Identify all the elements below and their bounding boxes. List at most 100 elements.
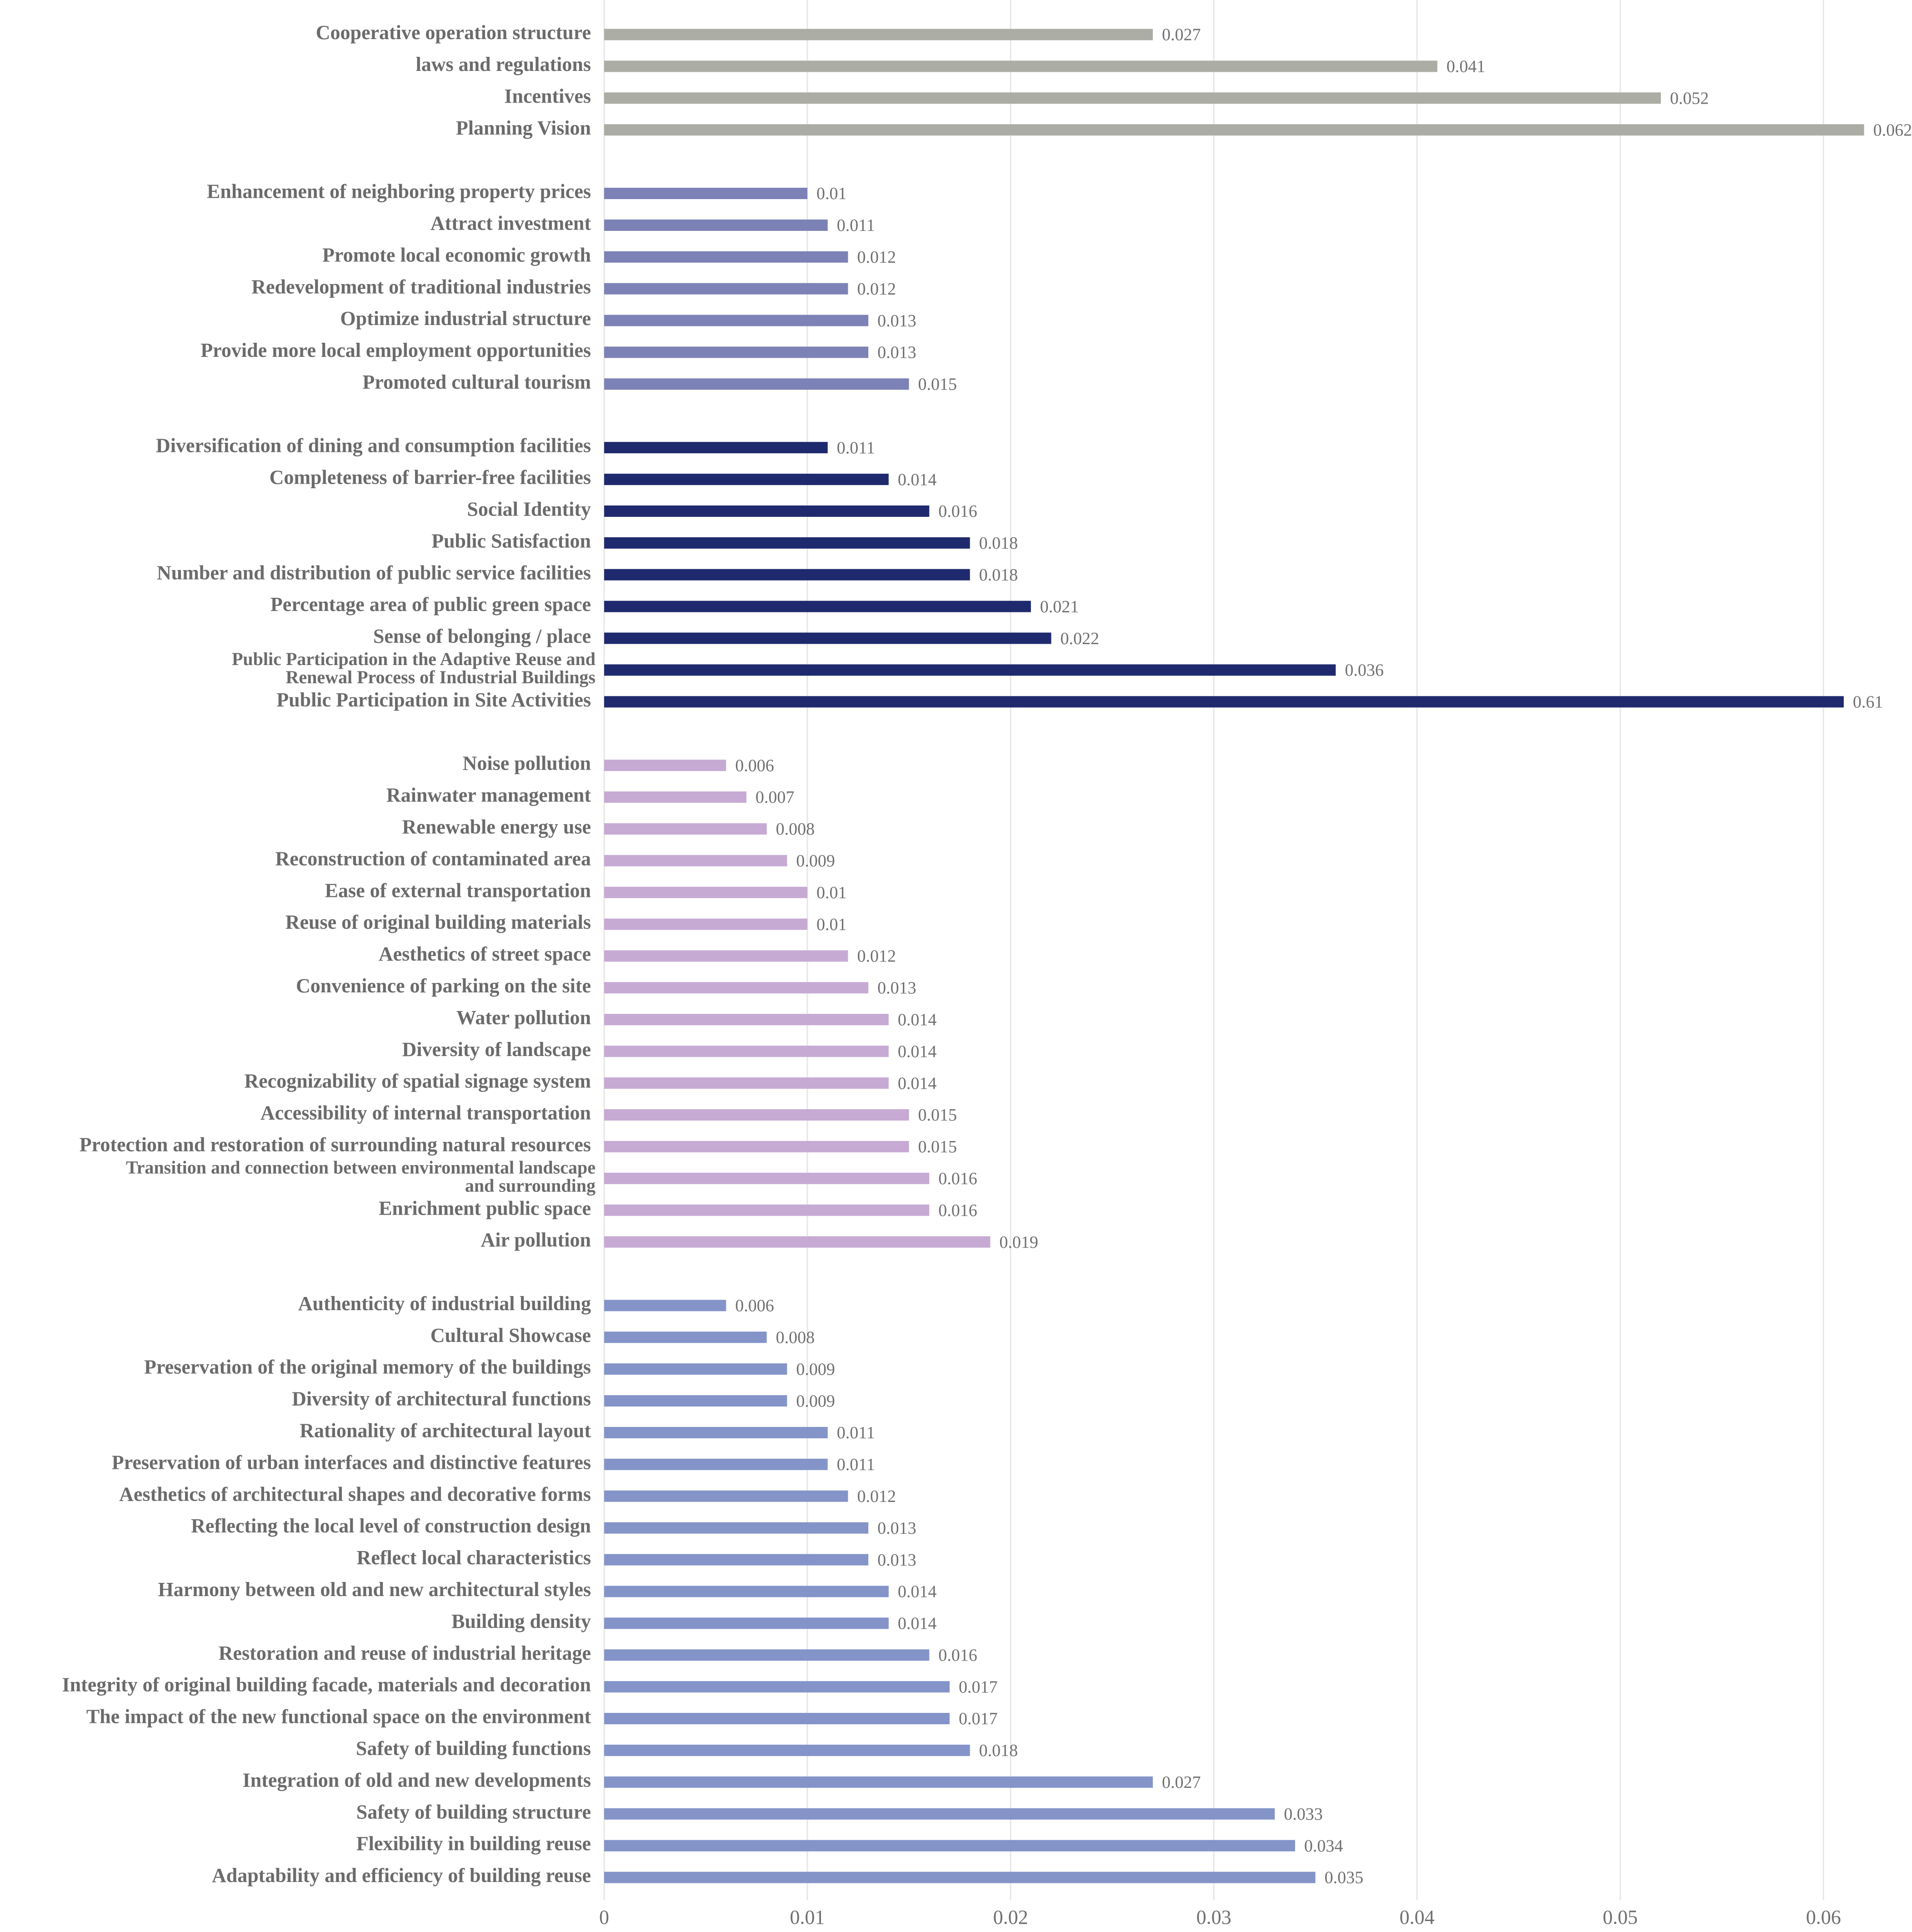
value-label: 0.008 (776, 1328, 815, 1347)
bar (604, 1204, 930, 1216)
bar (604, 474, 889, 486)
value-label: 0.01 (816, 184, 847, 203)
bar (604, 29, 1153, 40)
value-label: 0.006 (735, 756, 774, 775)
value-label: 0.062 (1873, 120, 1912, 140)
category-label: Diversity of landscape (402, 1038, 591, 1061)
bar (604, 696, 1844, 708)
value-label: 0.012 (857, 280, 896, 299)
category-label: Incentives (504, 85, 591, 107)
category-label: Enhancement of neighboring property pric… (207, 180, 591, 203)
bar (604, 569, 970, 581)
category-label: Accessibility of internal transportation (260, 1102, 591, 1124)
bar (604, 283, 848, 295)
category-label: Number and distribution of public servic… (157, 561, 591, 584)
x-tick-label: 0.06 (1806, 1906, 1841, 1928)
value-label: 0.052 (1670, 89, 1709, 108)
category-label: Promoted cultural tourism (362, 371, 591, 393)
value-label: 0.013 (877, 1519, 916, 1538)
category-label: Enrichment public space (379, 1197, 591, 1219)
value-label: 0.014 (898, 1614, 937, 1633)
category-label: Social Identity (467, 498, 591, 521)
bar (604, 1554, 869, 1566)
value-label: 0.015 (918, 1137, 957, 1156)
category-label: Ease of external transportation (325, 879, 591, 901)
category-label: Rationality of architectural layout (300, 1420, 591, 1442)
bar (604, 442, 828, 454)
category-label: Reuse of original building materials (285, 911, 591, 933)
value-label: 0.007 (756, 788, 795, 807)
value-label: 0.009 (796, 1391, 835, 1411)
category-label: Transition and connection between enviro… (126, 1157, 596, 1177)
bar (604, 1808, 1275, 1820)
bar (604, 1300, 726, 1311)
bar (604, 632, 1051, 644)
bar (604, 378, 909, 390)
category-label: Integrity of original building facade, m… (62, 1674, 591, 1696)
value-label: 0.014 (898, 1011, 937, 1030)
bar (604, 950, 848, 962)
value-label: 0.016 (938, 1169, 977, 1188)
value-label: 0.036 (1345, 661, 1384, 680)
bar (604, 219, 828, 231)
bar (604, 1363, 787, 1375)
bar (604, 760, 726, 771)
category-label: Provide more local employment opportunit… (200, 339, 591, 361)
category-label: Safety of building structure (356, 1801, 591, 1823)
value-label: 0.01 (816, 883, 847, 902)
category-label: Flexibility in building reuse (356, 1832, 591, 1855)
category-label: Percentage area of public green space (270, 593, 591, 616)
category-label: Aesthetics of architectural shapes and d… (119, 1483, 591, 1505)
x-tick-label: 0.03 (1196, 1906, 1231, 1928)
value-label: 0.011 (837, 216, 875, 235)
bar (604, 1744, 970, 1756)
x-tick-label: 0.05 (1603, 1906, 1638, 1928)
value-label: 0.014 (898, 1582, 937, 1602)
category-label: Reconstruction of contaminated area (275, 847, 591, 870)
category-label: Redevelopment of traditional industries (251, 275, 591, 298)
bar (604, 1395, 787, 1407)
value-label: 0.006 (735, 1296, 774, 1316)
value-label: 0.012 (857, 1487, 896, 1506)
bar (604, 124, 1864, 136)
bar (604, 315, 869, 326)
bar (604, 1236, 991, 1248)
category-label: Building density (451, 1610, 591, 1632)
category-label: Restoration and reuse of industrial heri… (219, 1642, 591, 1664)
category-label: Preservation of urban interfaces and dis… (112, 1451, 591, 1473)
value-label: 0.61 (1853, 693, 1883, 712)
bar (604, 1014, 889, 1026)
value-label: 0.035 (1325, 1868, 1364, 1887)
category-label: Renewable energy use (402, 816, 591, 838)
bar (604, 1649, 930, 1661)
category-label: Preservation of the original memory of t… (144, 1356, 591, 1378)
value-label: 0.013 (877, 343, 916, 362)
value-label: 0.008 (776, 820, 815, 839)
category-label: Integration of old and new developments (243, 1769, 591, 1791)
category-label: Adaptability and efficiency of building … (212, 1864, 591, 1887)
category-label: Harmony between old and new architectura… (158, 1578, 591, 1601)
bar (604, 918, 808, 930)
category-label: Recognizability of spatial signage syste… (244, 1070, 591, 1092)
bar (604, 855, 787, 866)
value-label: 0.011 (837, 1455, 875, 1474)
category-label: Attract investment (430, 212, 591, 234)
value-label: 0.018 (979, 534, 1018, 553)
value-label: 0.009 (796, 1360, 835, 1379)
value-label: 0.011 (837, 438, 875, 457)
value-label: 0.012 (857, 947, 896, 966)
value-label: 0.015 (918, 1106, 957, 1125)
bar (604, 823, 767, 835)
category-label: laws and regulations (416, 53, 591, 75)
category-label: Planning Vision (456, 117, 591, 139)
value-label: 0.018 (979, 566, 1018, 585)
category-label: Public Participation in Site Activities (276, 689, 591, 711)
category-label: Sense of belonging / place (373, 625, 591, 647)
bar (604, 537, 970, 549)
value-label: 0.013 (877, 311, 916, 330)
x-tick-label: 0.04 (1400, 1906, 1435, 1928)
category-label: and surrounding (465, 1175, 596, 1196)
value-label: 0.033 (1284, 1805, 1323, 1824)
bar (604, 1426, 828, 1438)
bar (604, 251, 848, 263)
